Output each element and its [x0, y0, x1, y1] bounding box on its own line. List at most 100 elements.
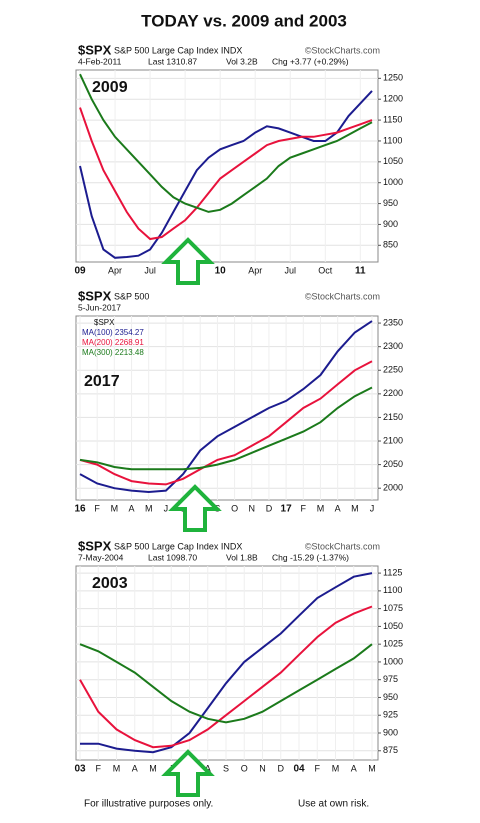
y-tick-label: 2200: [383, 388, 403, 398]
page-title: TODAY vs. 2009 and 2003: [141, 11, 347, 30]
x-tick-label: 03: [74, 764, 86, 775]
x-tick-label: F: [96, 763, 102, 773]
y-tick-label: 1050: [383, 621, 403, 631]
legend-label: MA(200) 2268.91: [82, 338, 144, 347]
x-tick-label: 11: [355, 266, 366, 277]
x-tick-label: J: [164, 503, 169, 513]
y-tick-label: 925: [383, 710, 398, 720]
y-tick-label: 2000: [383, 483, 403, 493]
x-tick-label: Jul: [144, 265, 156, 275]
annotation: 2009: [92, 79, 128, 96]
arrow: [161, 749, 215, 797]
series-line: [79, 360, 373, 486]
y-tick-label: 950: [383, 692, 398, 702]
x-tick-label: Apr: [248, 265, 262, 275]
source: ©StockCharts.com: [305, 45, 380, 55]
x-tick-label: M: [368, 763, 376, 773]
plot-area: [75, 69, 379, 263]
y-tick-label: 975: [383, 674, 398, 684]
y-tick-label: 1100: [383, 135, 402, 145]
volume: Vol 3.2B: [226, 56, 258, 66]
footer-right: Use at own risk.: [298, 799, 369, 810]
x-tick-label: D: [278, 763, 285, 773]
arrow: [168, 484, 222, 532]
date: 7-May-2004: [78, 552, 124, 562]
date: 5-Jun-2017: [78, 302, 121, 312]
symbol: $SPX: [78, 538, 112, 553]
y-tick-label: 1075: [383, 603, 403, 613]
x-tick-label: A: [129, 503, 135, 513]
y-tick-label: 850: [383, 240, 398, 250]
plot-area: [75, 565, 379, 761]
series-line: [79, 107, 373, 241]
legend-label: MA(300) 2213.48: [82, 348, 144, 357]
series-line: [79, 320, 373, 494]
x-tick-label: Oct: [318, 265, 333, 275]
series-line: [79, 386, 373, 471]
symbol: $SPX: [78, 42, 112, 57]
annotation: 2003: [92, 575, 128, 592]
y-tick-label: 1100: [383, 585, 402, 595]
arrow: [161, 237, 215, 285]
y-tick-label: 2350: [383, 317, 403, 327]
y-tick-label: 1000: [383, 656, 403, 666]
x-tick-label: 04: [293, 764, 305, 775]
date: 4-Feb-2011: [78, 56, 122, 66]
source: ©StockCharts.com: [305, 291, 380, 301]
x-tick-label: A: [335, 503, 341, 513]
y-tick-label: 950: [383, 198, 398, 208]
x-tick-label: 10: [215, 266, 227, 277]
x-tick-label: F: [301, 503, 307, 513]
x-tick-label: F: [315, 763, 321, 773]
x-tick-label: N: [249, 503, 256, 513]
x-tick-label: Jul: [284, 265, 296, 275]
volume: Vol 1.8B: [226, 552, 258, 562]
series-line: [79, 643, 373, 724]
y-tick-label: 900: [383, 219, 398, 229]
y-tick-label: 2100: [383, 435, 403, 445]
x-tick-label: D: [266, 503, 273, 513]
series-line: [79, 605, 373, 749]
legend-label: MA(100) 2354.27: [82, 328, 144, 337]
y-tick-label: 1150: [383, 114, 402, 124]
y-tick-label: 2050: [383, 459, 403, 469]
x-tick-label: A: [205, 763, 211, 773]
x-tick-label: M: [317, 503, 325, 513]
index-name: S&P 500 Large Cap Index INDX: [114, 45, 242, 55]
x-tick-label: M: [145, 503, 153, 513]
legend-title: $SPX: [94, 318, 115, 327]
y-tick-label: 900: [383, 727, 398, 737]
y-tick-label: 2300: [383, 341, 403, 351]
change: Chg +3.77 (+0.29%): [272, 56, 349, 66]
y-tick-label: 2250: [383, 365, 403, 375]
x-tick-label: 09: [74, 266, 86, 277]
y-tick-label: 875: [383, 745, 398, 755]
series-line: [80, 572, 373, 754]
y-tick-label: 1025: [383, 639, 403, 649]
x-tick-label: 16: [74, 504, 86, 515]
series-line: [79, 73, 373, 213]
source: ©StockCharts.com: [305, 541, 380, 551]
y-tick-label: 1250: [383, 73, 403, 83]
y-tick-label: 1125: [383, 567, 402, 577]
x-tick-label: M: [111, 503, 119, 513]
y-tick-label: 2150: [383, 412, 403, 422]
x-tick-label: M: [113, 763, 121, 773]
last: Last 1098.70: [148, 552, 197, 562]
x-tick-label: M: [332, 763, 340, 773]
y-tick-label: 1000: [383, 177, 403, 187]
symbol: $SPX: [78, 288, 112, 303]
x-tick-label: F: [94, 503, 100, 513]
x-tick-label: O: [231, 503, 238, 513]
last: Last 1310.87: [148, 56, 197, 66]
x-tick-label: Apr: [108, 265, 122, 275]
x-tick-label: S: [223, 763, 229, 773]
y-tick-label: 1050: [383, 156, 403, 166]
x-tick-label: A: [132, 763, 138, 773]
series-line: [79, 90, 373, 259]
index-name: S&P 500: [114, 291, 149, 301]
annotation: 2017: [84, 373, 120, 390]
x-tick-label: N: [259, 763, 266, 773]
